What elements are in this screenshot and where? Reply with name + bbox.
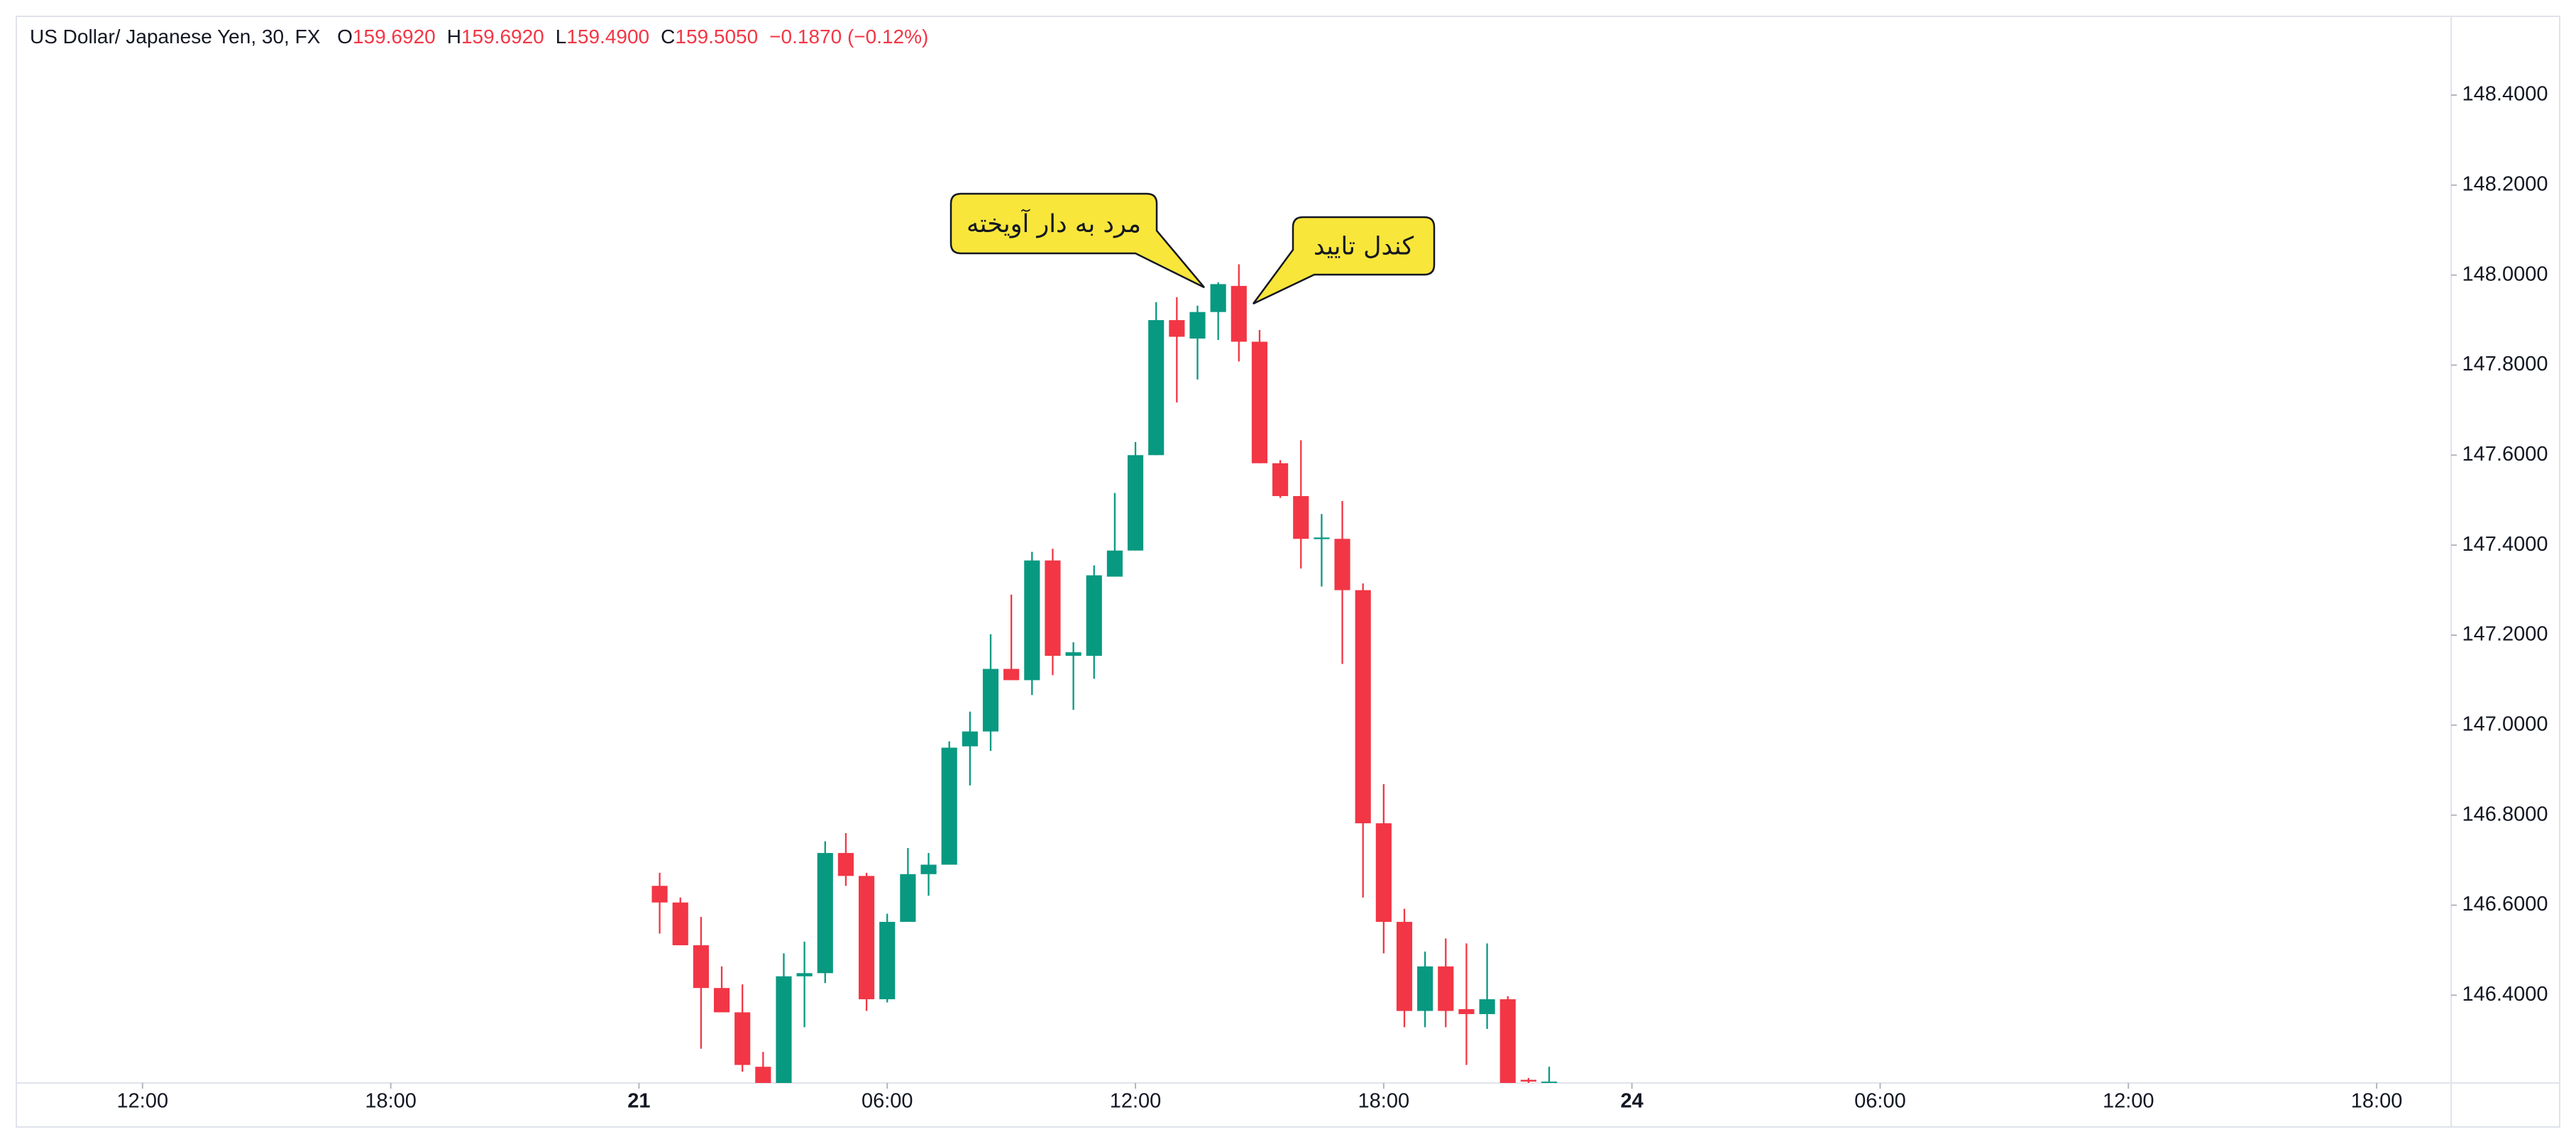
candle-body bbox=[1148, 320, 1165, 456]
candle-body bbox=[837, 852, 854, 876]
candle-body bbox=[1293, 496, 1309, 539]
ohlc-value: 159.5050 bbox=[675, 26, 759, 48]
y-tick-label: 146.8000 bbox=[2462, 803, 2548, 825]
ohlc-label: L bbox=[555, 26, 567, 48]
candle-body bbox=[796, 973, 813, 977]
candle-body bbox=[1106, 550, 1123, 577]
candle-body bbox=[1003, 669, 1020, 681]
candle-body bbox=[776, 976, 792, 1083]
candle-body bbox=[982, 669, 999, 732]
candle-body bbox=[1210, 284, 1226, 312]
y-tick-label: 148.0000 bbox=[2462, 263, 2548, 285]
candle-body bbox=[859, 876, 875, 1000]
candle-body bbox=[1189, 312, 1206, 339]
candle-body bbox=[651, 886, 668, 903]
candles bbox=[651, 264, 1558, 1083]
callout-text: کندل تایید bbox=[1314, 233, 1414, 261]
symbol: US Dollar/ Japanese Yen, 30, FX bbox=[30, 26, 321, 48]
candle-body bbox=[1396, 921, 1413, 1011]
x-tick-label: 12:00 bbox=[2103, 1090, 2154, 1113]
candle-body bbox=[1499, 999, 1516, 1083]
x-tick-label: 18:00 bbox=[1358, 1090, 1410, 1113]
y-tick-label: 148.4000 bbox=[2462, 83, 2548, 106]
candle-body bbox=[1520, 1079, 1536, 1082]
y-tick-label: 146.4000 bbox=[2462, 983, 2548, 1006]
ohlc-value: 159.4900 bbox=[566, 26, 650, 48]
candle-body bbox=[962, 731, 978, 747]
candle-body bbox=[1541, 1082, 1558, 1083]
ohlc-label: H bbox=[446, 26, 461, 48]
candle-body bbox=[1024, 560, 1040, 681]
candle-body bbox=[920, 864, 937, 874]
candle-body bbox=[1127, 455, 1144, 551]
candle-body bbox=[879, 921, 896, 1000]
legend-header: US Dollar/ Japanese Yen, 30, FX O159.692… bbox=[30, 26, 928, 48]
y-tick-label: 148.2000 bbox=[2462, 172, 2548, 195]
y-tick-label: 147.4000 bbox=[2462, 533, 2548, 556]
change: −0.1870 (−0.12%) bbox=[769, 26, 929, 48]
x-tick-label: 21 bbox=[627, 1090, 650, 1113]
candle-body bbox=[1272, 463, 1289, 497]
candle-body bbox=[900, 874, 916, 922]
candle-body bbox=[1086, 575, 1102, 656]
x-tick-label: 06:00 bbox=[862, 1090, 913, 1113]
candle-body bbox=[1479, 999, 1495, 1014]
ohlc-value: 159.6920 bbox=[352, 26, 436, 48]
y-tick-label: 147.0000 bbox=[2462, 713, 2548, 735]
y-tick-label: 147.6000 bbox=[2462, 443, 2548, 466]
candle-body bbox=[1251, 341, 1268, 463]
candle-body bbox=[755, 1067, 771, 1083]
x-tick-label: 24 bbox=[1621, 1090, 1644, 1113]
candle-body bbox=[1355, 590, 1371, 824]
candle-body bbox=[1065, 652, 1081, 656]
candle-body bbox=[693, 945, 709, 989]
candle-body bbox=[1458, 1008, 1475, 1014]
candle-body bbox=[713, 988, 730, 1013]
candle-body bbox=[817, 852, 833, 974]
candle-body bbox=[1231, 285, 1247, 342]
candle-body bbox=[1375, 823, 1392, 922]
candle-body bbox=[1314, 537, 1330, 539]
candle-body bbox=[672, 902, 688, 945]
chart-frame bbox=[16, 16, 2560, 1128]
candle-body bbox=[734, 1012, 751, 1065]
ohlc-label: C bbox=[661, 26, 676, 48]
y-tick-label: 147.2000 bbox=[2462, 623, 2548, 646]
callout-text: مرد به دار آویخته bbox=[967, 208, 1141, 238]
candle-body bbox=[1045, 560, 1061, 656]
callout bbox=[950, 192, 1205, 289]
callout bbox=[1252, 216, 1436, 305]
candle-body bbox=[941, 747, 957, 865]
y-tick-label: 147.8000 bbox=[2462, 353, 2548, 375]
ohlc-value: 159.6920 bbox=[461, 26, 544, 48]
x-tick-label: 18:00 bbox=[2351, 1090, 2403, 1113]
candle-body bbox=[1438, 966, 1454, 1011]
ohlc-label: O bbox=[337, 26, 353, 48]
x-tick-label: 18:00 bbox=[365, 1090, 417, 1113]
x-tick-label: 12:00 bbox=[117, 1090, 169, 1113]
candle-body bbox=[1169, 320, 1185, 337]
candle-body bbox=[1334, 539, 1350, 590]
y-tick-label: 146.6000 bbox=[2462, 893, 2548, 915]
x-tick-label: 06:00 bbox=[1854, 1090, 1906, 1113]
candle-body bbox=[1417, 966, 1433, 1011]
x-tick-label: 12:00 bbox=[1110, 1090, 1162, 1113]
